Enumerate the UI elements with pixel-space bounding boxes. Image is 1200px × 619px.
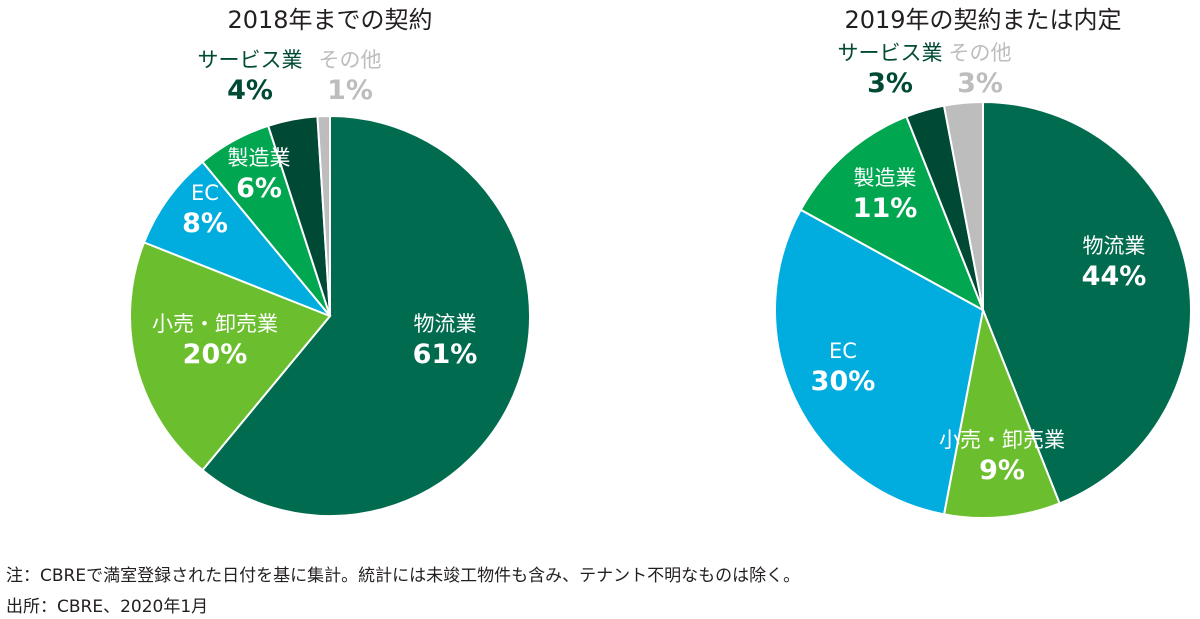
- pie-slice-小売・卸売業: [942, 306, 1061, 519]
- pie-slice-EC: [142, 160, 331, 317]
- pie-slice-物流業: [201, 114, 531, 517]
- slice-label-value: 30%: [811, 366, 876, 397]
- footnote-source: 出所：CBRE、2020年1月: [6, 597, 209, 617]
- pie-slice-物流業: [982, 100, 1192, 505]
- slice-label-name: 製造業: [854, 166, 917, 190]
- slice-label-name: その他: [319, 48, 382, 72]
- slice-label-value: 4%: [227, 75, 273, 106]
- slice-label-value: 3%: [867, 68, 913, 99]
- slice-label-value: 1%: [327, 75, 373, 106]
- chart-title: 2018年までの契約: [227, 6, 432, 34]
- slice-label-name: EC: [829, 339, 857, 363]
- pie-slice-製造業: [799, 115, 985, 313]
- slice-label-value: 11%: [853, 193, 918, 224]
- slice-label-value: 61%: [413, 339, 478, 370]
- slice-label-value: 9%: [979, 455, 1025, 486]
- footnote-note: 注：CBREで満室登録された日付を基に集計。統計には未竣工物件も含み、テナント不…: [6, 566, 801, 586]
- slice-label-name: 小売・卸売業: [939, 428, 1065, 452]
- pie-slice-その他: [942, 100, 984, 311]
- slice-label-value: 8%: [182, 208, 228, 239]
- pie-slice-小売・卸売業: [129, 241, 332, 472]
- slice-label-name: 物流業: [414, 312, 477, 336]
- slice-label-name: 製造業: [228, 146, 291, 170]
- chart-title: 2019年の契約または内定: [844, 6, 1121, 34]
- slice-label-name: サービス業: [838, 41, 943, 65]
- slice-label-value: 3%: [957, 68, 1003, 99]
- pie-slice-その他: [316, 114, 331, 317]
- slice-label-value: 6%: [236, 173, 282, 204]
- slice-label-name: 小売・卸売業: [152, 312, 278, 336]
- slice-label-value: 44%: [1082, 261, 1147, 292]
- slice-label-name: 物流業: [1083, 234, 1146, 258]
- slice-label-name: その他: [949, 41, 1012, 65]
- slice-label-name: EC: [191, 181, 219, 205]
- pie-slice-EC: [774, 208, 985, 516]
- slice-label-name: サービス業: [198, 48, 303, 72]
- slice-label-value: 20%: [183, 339, 248, 370]
